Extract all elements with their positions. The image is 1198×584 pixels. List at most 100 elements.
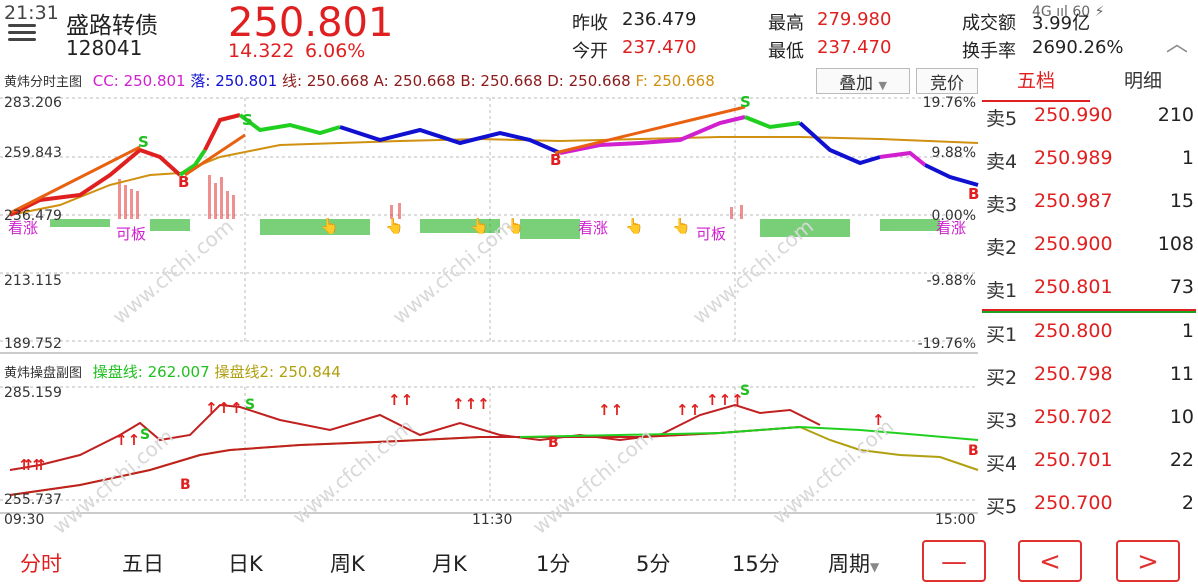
tab-five-day[interactable]: 五日 — [122, 552, 164, 576]
marker-kanzhang: 看涨 — [578, 219, 608, 237]
legend-operation-line: 操盘线: 262.007 — [92, 363, 210, 381]
price-line-red — [9, 147, 182, 217]
bid-volume: 22 — [1169, 449, 1194, 471]
y-right-label: 19.76% — [922, 95, 976, 111]
status-indicators: 4G ııl 60 ⚡ — [1032, 4, 1105, 20]
y-right-label: -9.88% — [926, 273, 976, 289]
bid-price: 250.798 — [1034, 363, 1113, 385]
divider-ask — [982, 309, 1196, 311]
legend-d: D: 250.668 — [547, 72, 631, 90]
stat-label-low: 最低 — [768, 41, 804, 62]
ask-label: 卖1 — [986, 280, 1018, 302]
tab-intraday[interactable]: 分时 — [20, 552, 62, 576]
overlay-button[interactable]: 叠加 ▼ — [816, 68, 910, 94]
price-line-blue-1 — [339, 125, 561, 155]
svg-text:👆: 👆 — [672, 217, 691, 235]
stat-value-prev-close: 236.479 — [622, 9, 697, 30]
sell-signal: S — [138, 133, 149, 151]
legend-f: F: 250.668 — [635, 72, 715, 90]
sub-y-bottom: 255.737 — [4, 492, 62, 508]
svg-text:S: S — [245, 397, 255, 413]
tab-1min[interactable]: 1分 — [536, 552, 571, 576]
tab-weekly-k[interactable]: 周K — [330, 552, 365, 576]
svg-text:↑↑↑: ↑↑↑ — [706, 391, 744, 409]
bid-row[interactable]: 买1 250.800 1 — [982, 310, 1196, 353]
auction-button[interactable]: 竞价 — [916, 68, 978, 94]
y-right-label: -19.76% — [917, 336, 976, 352]
tab-five-levels[interactable]: 五档 — [982, 66, 1090, 102]
tab-detail[interactable]: 明细 — [1123, 70, 1162, 92]
bid-row[interactable]: 买4 250.701 22 — [982, 439, 1196, 482]
bid-volume: 1 — [1181, 320, 1194, 342]
stat-value-open: 237.470 — [622, 37, 697, 58]
ask-row[interactable]: 卖3 250.987 15 — [982, 180, 1196, 223]
stat-label-high: 最高 — [768, 13, 804, 34]
collapse-icon[interactable]: ︿ — [1166, 32, 1189, 57]
price-line-green-2 — [238, 113, 341, 136]
menu-icon[interactable] — [8, 20, 36, 42]
ask-row[interactable]: 卖1 250.801 73 — [982, 266, 1196, 309]
marker-keban: 可板 — [696, 225, 726, 243]
sub-chart-title: 黄炜操盘副图 — [4, 366, 83, 381]
security-code: 128041 — [66, 36, 143, 60]
ask-volume: 73 — [1169, 276, 1194, 298]
ask-row[interactable]: 卖4 250.989 1 — [982, 137, 1196, 180]
y-left-label: 213.115 — [4, 273, 62, 289]
tab-daily-k[interactable]: 日K — [228, 552, 263, 576]
svg-text:↑↑↑: ↑↑↑ — [205, 399, 243, 417]
price-line-blue-2 — [798, 121, 881, 166]
bid-row[interactable]: 买5 250.700 2 — [982, 482, 1196, 525]
y-right-label: 9.88% — [931, 145, 976, 161]
tab-5min[interactable]: 5分 — [636, 552, 671, 576]
marker-kanzhang: 看涨 — [936, 219, 966, 237]
ask-price: 250.989 — [1034, 147, 1113, 169]
svg-text:S: S — [140, 427, 150, 443]
svg-text:S: S — [740, 383, 750, 399]
bid-price: 250.700 — [1034, 492, 1113, 514]
bid-row[interactable]: 买3 250.702 10 — [982, 396, 1196, 439]
y-left-label: 236.479 — [4, 208, 62, 224]
ask-row[interactable]: 卖2 250.900 108 — [982, 223, 1196, 266]
tab-15min[interactable]: 15分 — [732, 552, 780, 576]
price-change-pct: 6.06% — [305, 40, 366, 62]
prev-button[interactable]: < — [1018, 540, 1082, 582]
divider-bid — [982, 311, 1196, 313]
operation-line-green — [519, 425, 979, 441]
status-time: 21:31 — [4, 2, 59, 24]
svg-text:www.cfchi.com: www.cfchi.com — [288, 414, 418, 529]
stat-label-turnover-rate: 换手率 — [962, 41, 1016, 62]
bid-label: 买2 — [986, 367, 1018, 389]
minimize-button[interactable]: — — [922, 540, 986, 582]
buy-signal: B — [550, 151, 561, 169]
y-left-label: 189.752 — [4, 336, 62, 352]
bid-row[interactable]: 买2 250.798 11 — [982, 353, 1196, 396]
y-right-label: 0.00% — [931, 208, 976, 224]
svg-text:⇈⇈: ⇈⇈ — [20, 456, 45, 474]
main-chart-title: 黄炜分时主图 — [4, 75, 83, 90]
ask-row[interactable]: 卖5 250.990 210 — [982, 94, 1196, 137]
stat-value-low: 237.470 — [817, 37, 892, 58]
svg-text:👆: 👆 — [385, 217, 404, 235]
ask-price: 250.900 — [1034, 233, 1113, 255]
sub-signal-labels: S S S B B B — [140, 383, 979, 493]
price-line-magenta-2 — [879, 150, 927, 167]
time-label-mid: 11:30 — [472, 512, 513, 528]
legend-operation-line-2: 操盘线2: 250.844 — [214, 363, 341, 381]
tab-monthly-k[interactable]: 月K — [432, 552, 467, 576]
svg-text:↑↑↑: ↑↑↑ — [452, 395, 490, 413]
legend-cc: CC: 250.801 — [92, 72, 186, 90]
price-line-magenta — [559, 115, 746, 155]
legend-a: A: 250.668 — [373, 72, 456, 90]
chevron-down-icon: ▼ — [870, 560, 880, 574]
trend-line-1 — [9, 145, 141, 215]
bid-volume: 2 — [1181, 492, 1194, 514]
next-button[interactable]: > — [1116, 540, 1180, 582]
legend-xian: 线: 250.668 — [282, 72, 369, 90]
price-line-green-3 — [744, 115, 801, 130]
ask-price: 250.990 — [1034, 104, 1113, 126]
price-line-green-1 — [178, 148, 207, 177]
tab-period[interactable]: 周期▼ — [828, 548, 879, 578]
operation-line — [9, 403, 821, 471]
time-label-open: 09:30 — [4, 512, 45, 528]
svg-text:B: B — [968, 443, 979, 459]
